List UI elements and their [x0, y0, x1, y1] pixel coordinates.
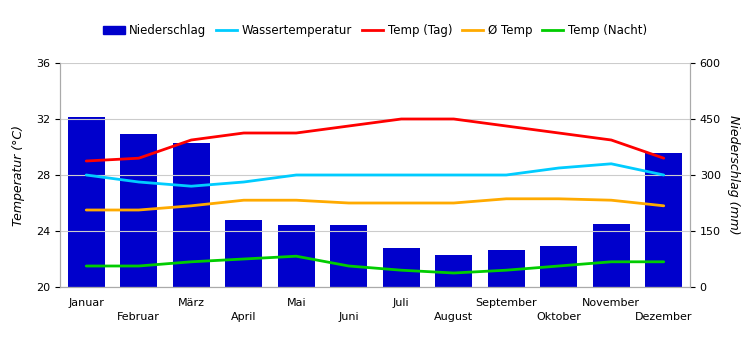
Bar	[382, 248, 420, 287]
Text: Mai: Mai	[286, 298, 306, 308]
Y-axis label: Niederschlag (mm): Niederschlag (mm)	[728, 115, 740, 235]
Y-axis label: Temperatur (°C): Temperatur (°C)	[12, 125, 25, 225]
Bar	[278, 225, 315, 287]
Bar	[68, 117, 104, 287]
Text: März: März	[178, 298, 205, 308]
Text: April: April	[231, 312, 256, 322]
Bar	[645, 153, 682, 287]
Legend: Niederschlag, Wassertemperatur, Temp (Tag), Ø Temp, Temp (Nacht): Niederschlag, Wassertemperatur, Temp (Ta…	[98, 20, 652, 42]
Bar	[592, 224, 630, 287]
Text: Oktober: Oktober	[536, 312, 581, 322]
Text: November: November	[582, 298, 640, 308]
Bar	[225, 220, 262, 287]
Text: Januar: Januar	[68, 298, 104, 308]
Bar	[540, 246, 578, 287]
Text: Juli: Juli	[393, 298, 410, 308]
Bar	[172, 143, 209, 287]
Bar	[488, 250, 525, 287]
Bar	[330, 225, 368, 287]
Text: Juni: Juni	[338, 312, 359, 322]
Bar	[120, 134, 158, 287]
Text: Februar: Februar	[117, 312, 160, 322]
Bar	[435, 255, 472, 287]
Text: Dezember: Dezember	[635, 312, 692, 322]
Text: August: August	[434, 312, 473, 322]
Text: September: September	[476, 298, 537, 308]
